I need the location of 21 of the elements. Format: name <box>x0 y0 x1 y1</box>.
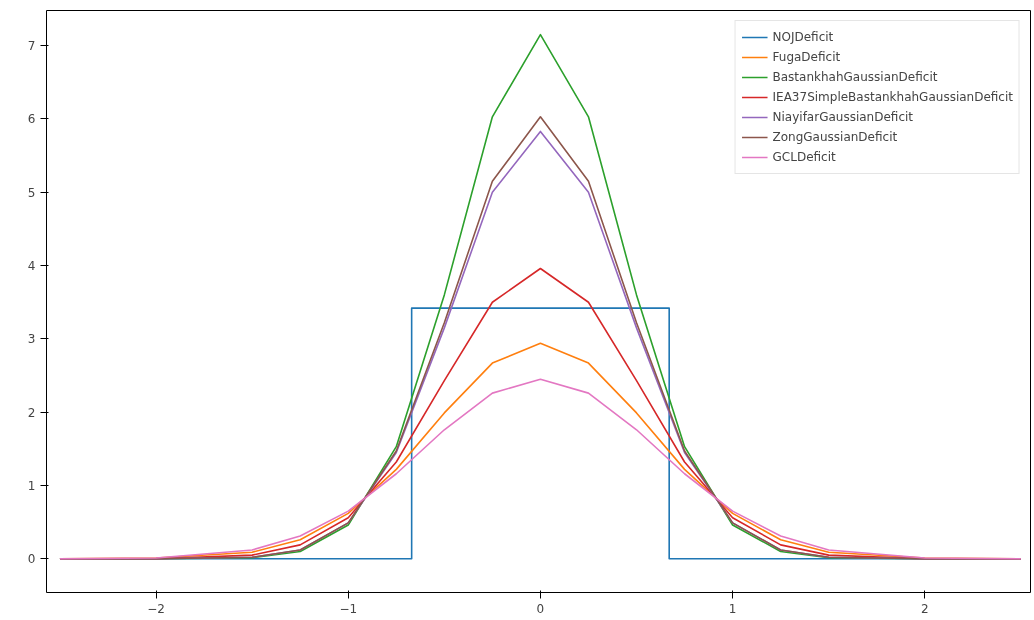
legend-label: NOJDeficit <box>772 29 834 45</box>
x-tick-label: −1 <box>339 601 358 616</box>
y-tick-label: 0 <box>27 552 36 567</box>
legend-label: IEA37SimpleBastankhahGaussianDeficit <box>772 89 1013 105</box>
y-tick-label: 4 <box>27 259 36 274</box>
y-tick-label: 1 <box>27 478 36 493</box>
line-series <box>59 378 1022 560</box>
y-tick-label: 3 <box>27 332 36 347</box>
y-tick-label: 5 <box>27 185 36 200</box>
x-tick-label: 2 <box>920 601 929 616</box>
legend-label: BastankhahGaussianDeficit <box>772 69 938 85</box>
y-tick-label: 6 <box>27 112 36 127</box>
x-tick-label: 0 <box>536 601 545 616</box>
legend-label: NiayifarGaussianDeficit <box>772 109 914 125</box>
y-tick-label: 2 <box>27 405 36 420</box>
legend-label: ZongGaussianDeficit <box>772 129 898 145</box>
legend-label: GCLDeficit <box>772 149 836 165</box>
x-tick-label: −2 <box>147 601 165 616</box>
y-tick-label: 7 <box>27 39 36 54</box>
legend-label: FugaDeficit <box>772 49 841 65</box>
x-tick-label: 1 <box>728 601 737 616</box>
